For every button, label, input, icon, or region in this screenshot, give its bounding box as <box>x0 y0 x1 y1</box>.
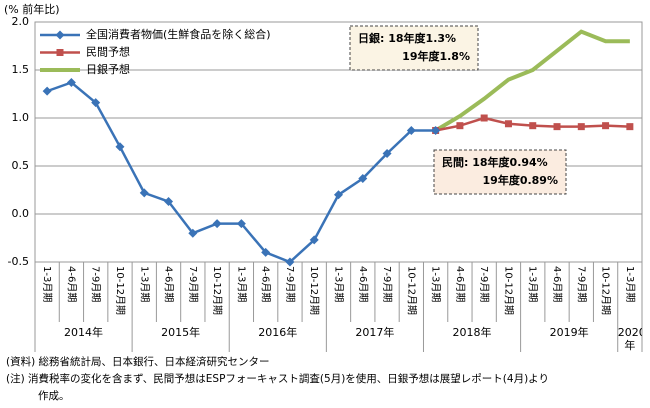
x-tick-label: 1-3月期 <box>430 266 442 302</box>
annotation-text: 19年度0.89% <box>483 173 558 187</box>
point <box>602 122 610 130</box>
year-label: 2020年 <box>617 326 642 352</box>
y-axis-label: (% 前年比) <box>4 2 60 16</box>
y-tick-label: -0.5 <box>8 255 29 268</box>
point <box>358 173 368 183</box>
point <box>285 257 295 267</box>
year-label-box: 2016年 <box>258 326 298 339</box>
point <box>261 247 271 257</box>
x-tick-label: 4-6月期 <box>65 266 77 302</box>
note: (資料) 総務省統計局、日本銀行、日本経済研究センター <box>6 355 270 368</box>
x-tick-label: 1-3月期 <box>235 266 247 302</box>
x-tick-label: 10-12月期 <box>308 266 320 315</box>
year-label-box: 2020年 <box>617 326 642 352</box>
series-line <box>46 81 436 264</box>
note: 作成。 <box>38 390 70 402</box>
x-tick-label: 4-6月期 <box>357 266 369 302</box>
x-tick-label: 1-3月期 <box>527 266 539 302</box>
x-tick-label: 10-12月期 <box>211 266 223 315</box>
year-label: 2014年 <box>64 326 104 339</box>
year-label: 2017年 <box>355 326 395 339</box>
x-tick-label: 10-12月期 <box>405 266 417 315</box>
legend-marker <box>55 30 65 40</box>
annotation-text: 民間: 18年度0.94% <box>442 155 548 169</box>
point <box>431 125 441 135</box>
year-label-box: 2017年 <box>355 326 395 339</box>
y-tick-label: 1.5 <box>12 63 30 76</box>
x-tick-label: 4-6月期 <box>163 266 175 302</box>
point <box>236 219 246 229</box>
x-tick-label: 4-6月期 <box>551 266 563 302</box>
point <box>456 122 464 130</box>
year-label: 2016年 <box>258 326 298 339</box>
point <box>42 86 52 96</box>
annotation-text: 日銀: 18年度1.3% <box>358 31 456 45</box>
point <box>504 120 512 128</box>
point <box>115 142 125 152</box>
point <box>626 123 634 131</box>
x-tick-label: 1-3月期 <box>41 266 53 302</box>
point <box>382 149 392 159</box>
x-tick-label: 7-9月期 <box>478 266 490 302</box>
x-tick-label: 4-6月期 <box>260 266 272 302</box>
point <box>91 98 101 108</box>
x-tick-label: 4-6月期 <box>454 266 466 302</box>
x-tick-label: 7-9月期 <box>575 266 587 302</box>
point <box>309 235 319 245</box>
year-label-box: 2018年 <box>452 326 492 339</box>
plot-border <box>34 21 643 263</box>
series-line <box>434 29 630 133</box>
x-tick-label: 1-3月期 <box>624 266 636 302</box>
point <box>406 125 416 135</box>
x-tick-label: 10-12月期 <box>502 266 514 315</box>
point <box>334 190 343 200</box>
year-label: 2015年 <box>161 326 201 339</box>
point <box>529 122 537 130</box>
x-tick-label: 7-9月期 <box>381 266 393 302</box>
year-label-box: 2014年 <box>64 326 104 339</box>
annotation-box <box>349 25 479 71</box>
y-tick-label: 2.0 <box>12 15 30 28</box>
legend-label: 日銀予想 <box>86 62 130 76</box>
point <box>139 188 149 198</box>
x-tick-label: 7-9月期 <box>284 266 296 302</box>
x-tick-label: 1-3月期 <box>138 266 150 302</box>
point <box>164 197 174 207</box>
point <box>66 77 76 87</box>
legend-label: 全国消費者物価(生鮮食品を除く総合) <box>86 27 271 41</box>
x-tick-label: 10-12月期 <box>114 266 126 315</box>
point <box>577 123 585 131</box>
point <box>480 114 488 122</box>
y-tick-label: 0.5 <box>12 159 30 172</box>
year-label-box: 2019年 <box>549 326 589 339</box>
year-label: 2018年 <box>452 326 492 339</box>
x-tick-label: 7-9月期 <box>187 266 199 302</box>
annotation-box <box>433 149 567 195</box>
year-label-box: 2015年 <box>161 326 201 339</box>
year-label: 2019年 <box>549 326 589 339</box>
point <box>553 123 561 131</box>
y-tick-label: 1.0 <box>12 111 30 124</box>
x-tick-label: 10-12月期 <box>600 266 612 315</box>
legend-marker <box>56 49 64 56</box>
y-tick-label: 0.0 <box>12 207 30 220</box>
legend-label: 民間予想 <box>86 45 130 59</box>
x-tick-label: 1-3月期 <box>333 266 345 302</box>
annotation-text: 19年度1.8% <box>402 49 470 63</box>
x-tick-label: 7-9月期 <box>90 266 102 302</box>
point <box>188 228 198 238</box>
note: (注) 消費税率の変化を含まず、民間予想はESPフォーキャスト調査(5月)を使用… <box>6 372 549 385</box>
point <box>212 219 222 229</box>
